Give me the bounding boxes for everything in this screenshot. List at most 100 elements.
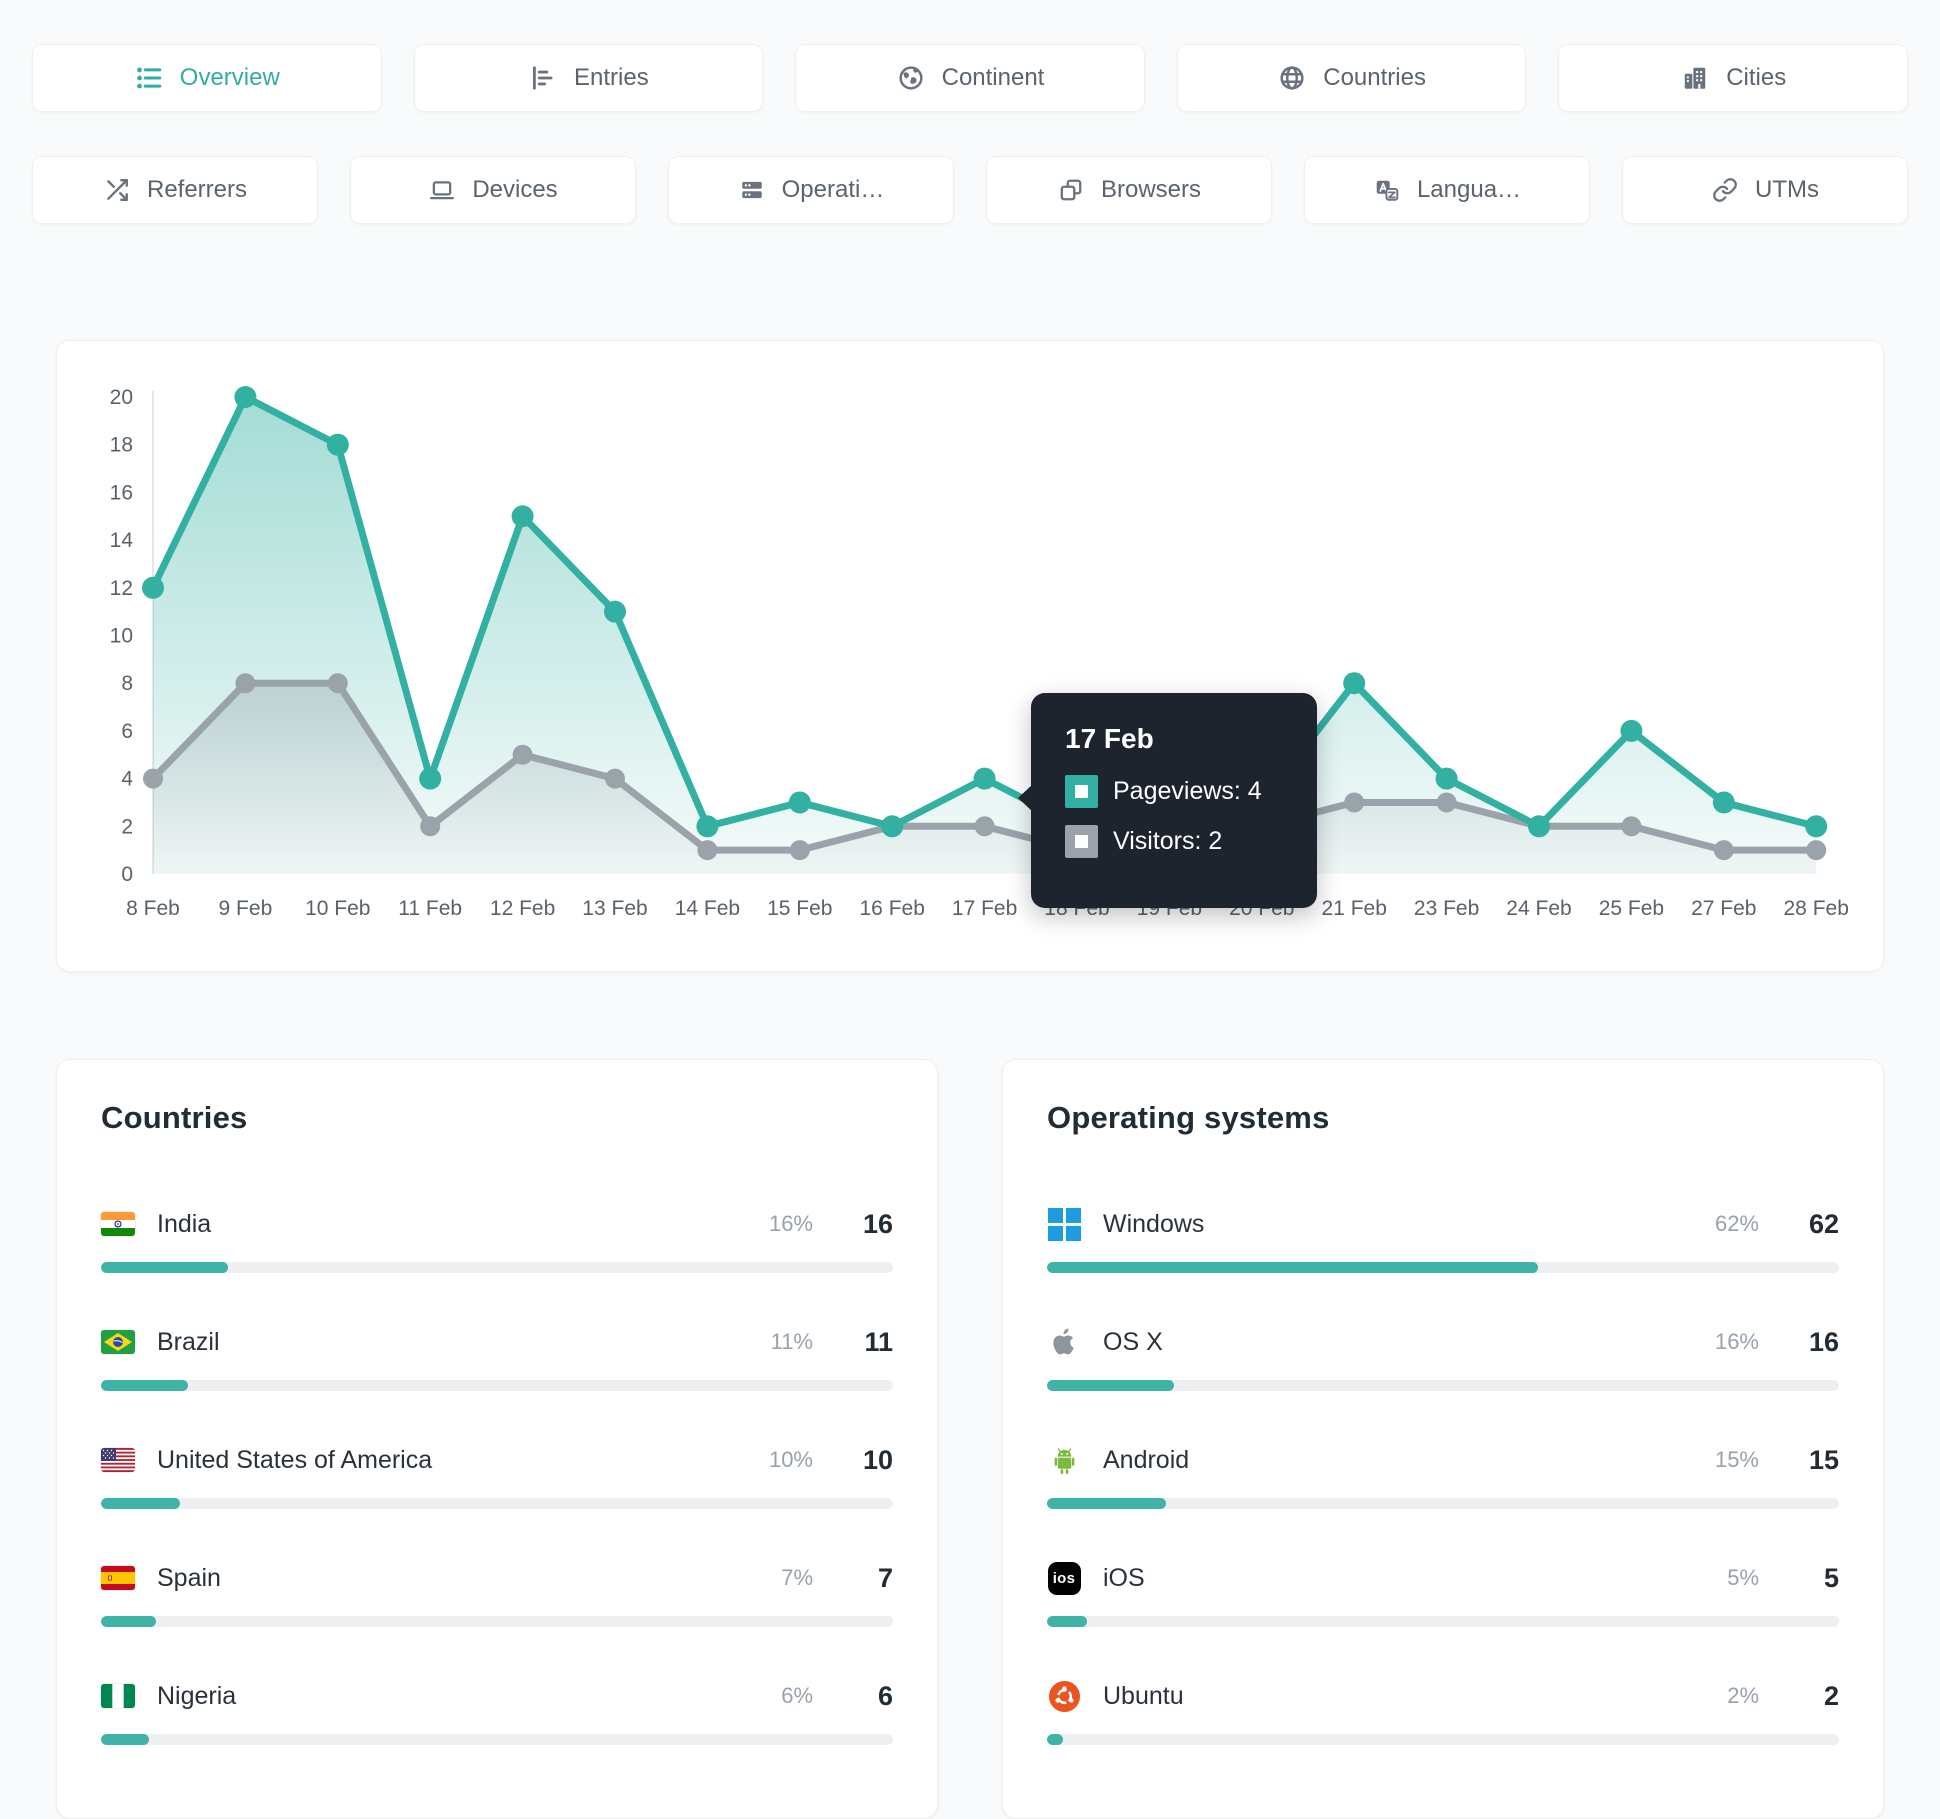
country-percent: 11% (770, 1329, 813, 1354)
os-percent: 2% (1727, 1683, 1759, 1708)
country-progress-bar (101, 1380, 893, 1391)
os-row-windows[interactable]: Windows 62% 62 (1047, 1206, 1839, 1273)
tooltip-visitors-value: Visitors: 2 (1113, 827, 1223, 855)
svg-text:8: 8 (121, 672, 133, 695)
tab-languages[interactable]: Langua… (1304, 156, 1590, 224)
os-percent: 5% (1727, 1565, 1759, 1590)
os-name: Android (1103, 1445, 1190, 1474)
chart-tooltip: 17 Feb Pageviews: 4 Visitors: 2 (1018, 693, 1317, 908)
svg-text:13 Feb: 13 Feb (582, 897, 647, 920)
country-name: Nigeria (157, 1681, 237, 1710)
android-icon (1047, 1447, 1081, 1474)
apple-icon (1047, 1328, 1081, 1356)
earth-icon (899, 66, 923, 90)
os-panel-title: Operating systems (1047, 1100, 1330, 1135)
tab-label: Overview (179, 64, 280, 91)
tab-overview[interactable]: Overview (32, 44, 382, 112)
brazil-flag (101, 1330, 135, 1354)
os-row-ios[interactable]: ios iOS 5% 5 (1047, 1560, 1839, 1627)
buildings-icon (1684, 67, 1706, 89)
tab-label: Referrers (146, 176, 248, 203)
traffic-chart-card: 0 2 4 6 8 10 12 14 16 18 20 8 Feb 9 Feb 10 Feb 11 Feb 1… (56, 340, 1884, 972)
country-progress-bar (101, 1498, 893, 1509)
os-row-osx[interactable]: OS X 16% 16 (1047, 1324, 1839, 1391)
svg-text:24 Feb: 24 Feb (1506, 897, 1571, 920)
country-count: 6 (877, 1680, 893, 1711)
svg-text:14: 14 (110, 529, 134, 552)
tab-cities[interactable]: Cities (1558, 44, 1908, 112)
svg-text:16: 16 (110, 481, 133, 504)
country-count: 10 (862, 1444, 893, 1475)
tab-browsers[interactable]: Browsers (986, 156, 1272, 224)
countries-panel: Countries India 16% 16 Brazil 11% 11 (56, 1059, 938, 1819)
tab-label: Langua… (1416, 176, 1522, 203)
country-row-usa[interactable]: United States of America 10% 10 (101, 1442, 893, 1509)
svg-text:28 Feb: 28 Feb (1784, 897, 1849, 920)
svg-text:11 Feb: 11 Feb (398, 897, 462, 920)
os-name: Ubuntu (1103, 1681, 1184, 1710)
svg-text:16 Feb: 16 Feb (860, 897, 925, 920)
svg-text:0: 0 (121, 863, 133, 886)
country-count: 16 (862, 1208, 893, 1239)
os-progress-bar (1047, 1734, 1839, 1745)
os-count: 16 (1808, 1326, 1839, 1357)
translate-icon (1376, 180, 1399, 201)
tooltip-pageviews-row: Pageviews: 4 (1065, 775, 1283, 808)
tab-continent[interactable]: Continent (795, 44, 1145, 112)
svg-text:12 Feb: 12 Feb (490, 897, 555, 920)
tab-label: Cities (1726, 64, 1787, 91)
country-percent: 7% (781, 1565, 813, 1590)
tab-utms[interactable]: UTMs (1622, 156, 1908, 224)
tab-label: Operati… (781, 176, 885, 203)
svg-text:14 Feb: 14 Feb (675, 897, 740, 920)
tab-label: UTMs (1755, 176, 1819, 203)
tab-label: Browsers (1100, 176, 1202, 203)
country-name: India (157, 1209, 212, 1238)
os-row-ubuntu[interactable]: Ubuntu 2% 2 (1047, 1678, 1839, 1745)
tab-countries[interactable]: Countries (1176, 44, 1527, 112)
os-count: 62 (1808, 1208, 1839, 1239)
svg-text:25 Feb: 25 Feb (1599, 897, 1664, 920)
tab-label: Entries (574, 64, 649, 91)
ubuntu-icon (1047, 1680, 1081, 1712)
pageviews-swatch-icon (1065, 775, 1098, 808)
tab-referrers[interactable]: Referrers (32, 156, 318, 224)
tab-row-primary: Overview Entries Continent Countries (32, 44, 1908, 112)
tab-operating-systems[interactable]: Operati… (668, 156, 954, 224)
os-name: Windows (1103, 1209, 1205, 1238)
operating-systems-panel: Operating systems Windows 62% 62 OS X 16… (1002, 1059, 1884, 1819)
os-progress-bar (1047, 1616, 1839, 1627)
country-progress-bar (101, 1262, 893, 1273)
tooltip-pageviews-value: Pageviews: 4 (1113, 777, 1262, 805)
os-row-android[interactable]: Android 15% 15 (1047, 1442, 1839, 1509)
server-icon (741, 181, 762, 199)
country-name: United States of America (157, 1445, 433, 1474)
svg-text:23 Feb: 23 Feb (1414, 897, 1479, 920)
os-percent: 16% (1714, 1329, 1759, 1354)
country-row-brazil[interactable]: Brazil 11% 11 (101, 1324, 893, 1391)
country-progress-bar (101, 1734, 893, 1745)
os-progress-bar (1047, 1498, 1839, 1509)
svg-text:8 Feb: 8 Feb (126, 897, 180, 920)
svg-text:10 Feb: 10 Feb (305, 897, 370, 920)
tab-label: Continent (941, 64, 1045, 91)
svg-text:20: 20 (110, 386, 133, 409)
country-row-spain[interactable]: Spain 7% 7 (101, 1560, 893, 1627)
os-count: 5 (1823, 1562, 1839, 1593)
svg-text:2: 2 (121, 815, 133, 838)
tab-devices[interactable]: Devices (350, 156, 636, 224)
country-row-nigeria[interactable]: Nigeria 6% 6 (101, 1678, 893, 1745)
svg-text:17 Feb: 17 Feb (952, 897, 1017, 920)
svg-text:4: 4 (121, 768, 133, 791)
svg-text:6: 6 (121, 720, 133, 743)
svg-text:12: 12 (110, 577, 133, 600)
spain-flag (101, 1566, 135, 1590)
country-count: 7 (877, 1562, 893, 1593)
os-count: 15 (1808, 1444, 1839, 1475)
country-count: 11 (864, 1326, 893, 1357)
tooltip-visitors-row: Visitors: 2 (1065, 825, 1283, 858)
traffic-line-chart[interactable]: 0 2 4 6 8 10 12 14 16 18 20 8 Feb 9 Feb 10 Feb 11 Feb 1… (57, 341, 1885, 973)
country-row-india[interactable]: India 16% 16 (101, 1206, 893, 1273)
os-progress-bar (1047, 1380, 1839, 1391)
tab-entries[interactable]: Entries (413, 44, 764, 112)
